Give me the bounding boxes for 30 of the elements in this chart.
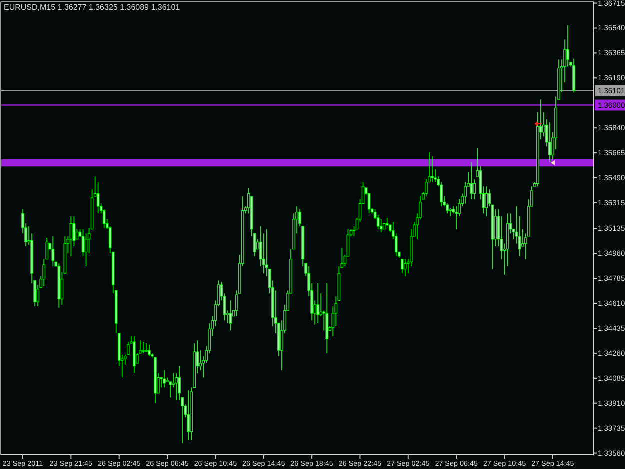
candlestick — [473, 179, 476, 200]
candlestick — [163, 370, 166, 388]
candlestick — [380, 218, 383, 233]
candlestick — [139, 340, 142, 354]
candlestick — [46, 238, 48, 260]
candlestick — [431, 156, 434, 183]
candlestick — [229, 300, 232, 332]
candlestick — [316, 283, 320, 324]
candlestick — [400, 258, 404, 274]
chart-title: EURUSD,M15 1.36277 1.36325 1.36089 1.36101 — [4, 3, 181, 12]
candlestick — [145, 343, 148, 352]
candlestick — [175, 373, 178, 401]
candlestick — [127, 342, 130, 356]
candlestick — [485, 186, 488, 217]
candlestick — [566, 24, 570, 68]
candlestick — [52, 236, 54, 267]
candlestick — [187, 390, 190, 441]
candlestick — [96, 182, 100, 214]
candlestick — [455, 206, 458, 230]
candlestick — [42, 258, 46, 287]
candlestick — [464, 182, 467, 204]
candlestick — [548, 122, 552, 163]
candlestick — [425, 179, 428, 197]
candlestick — [148, 344, 151, 357]
candlestick — [494, 208, 498, 247]
candlestick — [404, 258, 407, 277]
candlestick — [253, 233, 256, 257]
candlestick — [470, 162, 474, 200]
candlestick — [142, 342, 145, 354]
candlestick — [449, 208, 452, 217]
